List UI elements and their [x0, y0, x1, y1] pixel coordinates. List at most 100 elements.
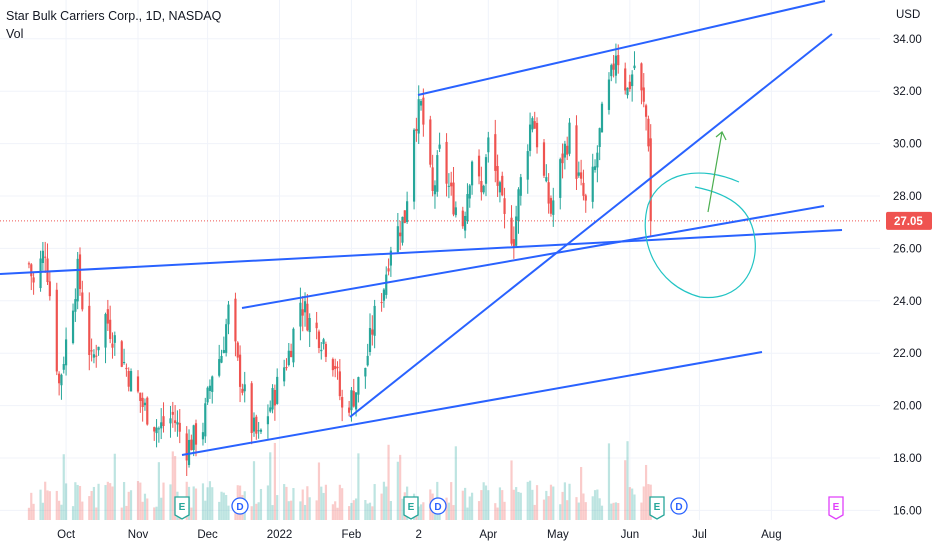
candle-body	[241, 388, 244, 393]
volume-bar	[547, 496, 550, 520]
candle-body	[552, 200, 555, 215]
candle	[406, 191, 409, 224]
volume-bar	[104, 485, 107, 520]
candle	[176, 410, 179, 437]
earnings-badge-shape	[403, 496, 419, 520]
volume-bar	[120, 507, 123, 520]
candle	[48, 270, 51, 301]
volume-bar	[315, 500, 318, 520]
volume-bar	[561, 491, 564, 520]
candle-body	[545, 177, 548, 182]
volume-bar	[324, 484, 328, 520]
candle-body	[39, 258, 42, 289]
price-tick-label: 22.00	[893, 348, 922, 360]
volume-bar	[549, 484, 553, 520]
candle-body	[266, 416, 270, 425]
volume-bar	[575, 497, 578, 520]
candle-body	[269, 407, 272, 412]
candle-body	[466, 194, 469, 222]
volume-bar	[535, 485, 539, 520]
time-axis[interactable]: Oct Nov Dec 2022 Feb 2 Apr May Jun Jul Aug	[57, 529, 781, 541]
candle	[382, 288, 386, 308]
candle-body	[78, 254, 82, 290]
candle	[104, 312, 107, 364]
drawing-annotations[interactable]	[0, 0, 843, 456]
volume-bar	[389, 501, 392, 520]
candle	[109, 305, 112, 344]
candle	[566, 136, 569, 161]
volume-bar	[62, 454, 65, 520]
volume-bar	[331, 504, 334, 520]
volume-bar	[454, 446, 457, 520]
volume-bar	[227, 505, 230, 520]
candle	[519, 173, 522, 206]
candle-body	[417, 99, 420, 134]
candle	[97, 346, 100, 356]
candle	[415, 117, 418, 142]
volume-bar	[371, 506, 374, 520]
time-tick-label: Feb	[342, 529, 362, 541]
candle	[71, 303, 75, 345]
candle-body	[406, 201, 409, 223]
candle-body	[607, 79, 611, 110]
volume-bar	[593, 490, 597, 520]
volume-bar	[517, 491, 520, 520]
candle	[387, 258, 390, 276]
volume-bar	[614, 502, 618, 520]
volume-bar	[364, 500, 367, 520]
price-axis[interactable]: 34.00 32.00 30.00 28.00 26.00 24.00 22.00 20.00…	[893, 34, 922, 518]
volume-bar	[266, 485, 270, 520]
candle	[468, 183, 471, 208]
volume-bar	[129, 490, 133, 520]
candle	[649, 124, 652, 237]
candle	[113, 331, 116, 356]
candle-body	[218, 359, 221, 376]
candle-body	[90, 350, 93, 352]
candle	[577, 161, 580, 178]
mid-trendline	[241, 205, 825, 309]
candle-body	[204, 403, 207, 437]
candle-body	[445, 141, 448, 184]
candle	[88, 292, 91, 371]
earnings-badge-label: E	[179, 502, 186, 513]
candle-body	[354, 392, 358, 410]
candle	[631, 70, 634, 102]
volume-bar	[580, 467, 583, 520]
volume-bar	[308, 497, 311, 520]
volume-bar	[631, 488, 634, 520]
candle	[111, 332, 114, 359]
candle	[220, 349, 223, 364]
volume-bar	[515, 487, 518, 520]
volume-bar	[58, 500, 61, 520]
candle	[517, 187, 520, 234]
volume-bar	[640, 502, 643, 520]
volume-bar	[552, 486, 555, 520]
volume-bar	[466, 507, 469, 520]
candle-body	[531, 118, 534, 130]
arrow-annotation	[707, 131, 727, 213]
candle	[46, 243, 49, 286]
candle-body	[250, 383, 253, 434]
candle-body	[461, 210, 464, 227]
candle-body	[610, 65, 613, 77]
candle	[568, 118, 571, 157]
volume-bar	[545, 490, 548, 520]
volume-bar	[464, 487, 467, 520]
candle	[480, 166, 483, 201]
candle-body	[227, 304, 230, 325]
candle	[234, 292, 237, 357]
candle	[106, 299, 109, 331]
volume-bar	[334, 501, 337, 520]
candle-body	[208, 385, 212, 391]
candle	[498, 180, 502, 203]
volume-bar	[368, 502, 372, 520]
volume-bar	[88, 496, 91, 520]
volume-bar	[290, 500, 293, 520]
candle-body	[155, 427, 158, 434]
candle-body	[364, 367, 367, 377]
volume-bar	[503, 501, 506, 520]
candle-body	[317, 331, 321, 349]
time-tick-label: Apr	[479, 529, 497, 541]
